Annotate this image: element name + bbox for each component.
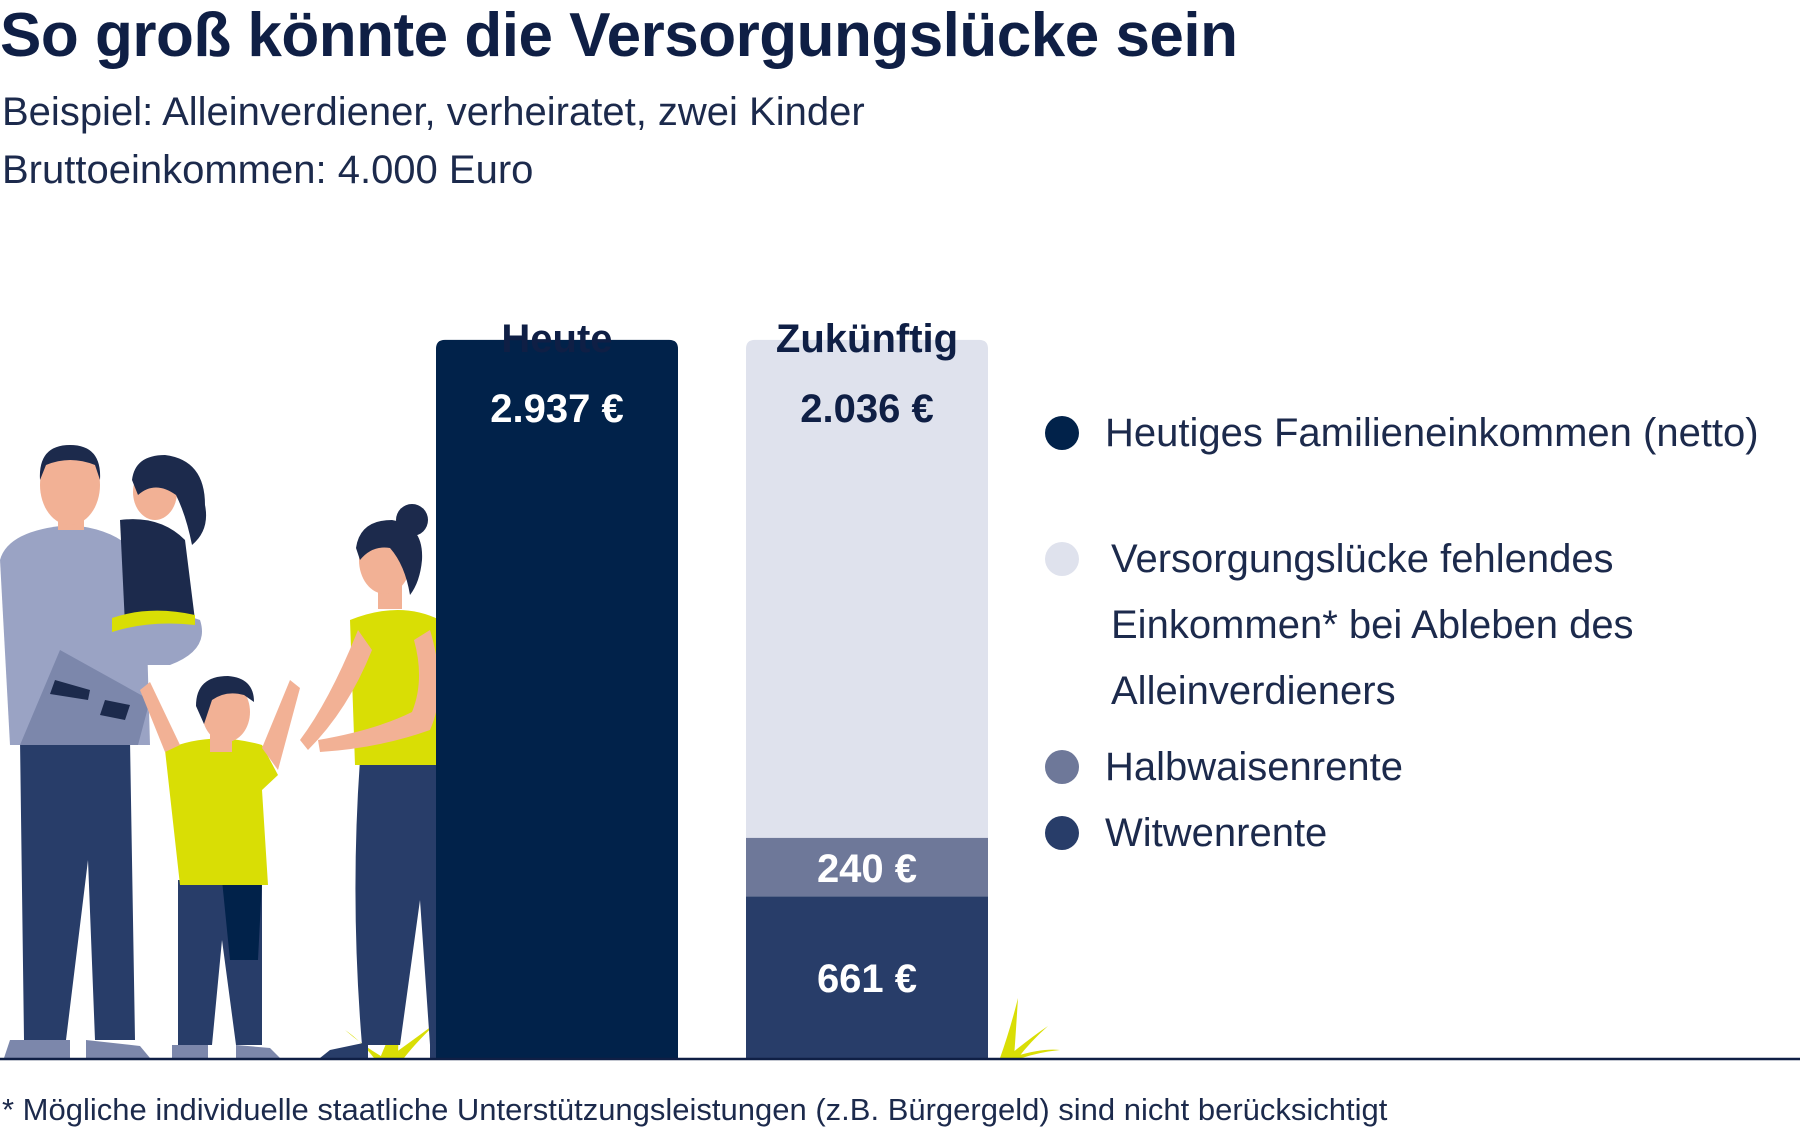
legend-label: Witwenrente [1105,811,1328,855]
legend-label: Alleinverdieners [1111,669,1396,713]
legend-swatch [1045,816,1079,850]
value-label-zuk-nftig-halbwaisenrente: 240 € [817,847,917,891]
grass-tuft-right [1000,998,1060,1058]
chart-subtitle-line-2: Bruttoeinkommen: 4.000 Euro [2,148,534,192]
footnote: * Mögliche individuelle staatliche Unter… [2,1092,1388,1127]
bar-heute-heutiges-familieneinkommen-net [436,339,678,1058]
category-label-heute: Heute [501,317,612,361]
legend-label: Einkommen* bei Ableben des [1111,603,1634,647]
legend-label: Halbwaisenrente [1105,745,1403,789]
value-label-heute-heutiges-familieneinkommen-net: 2.937 € [490,387,623,431]
legend-swatch [1045,750,1079,784]
bars-layer [436,339,988,1058]
category-labels-layer: Heute Zukünftig [501,317,958,361]
value-label-zuk-nftig-witwenrente: 661 € [817,957,917,1001]
value-label-zuk-nftig-versorgungsl-cke-fehlendes-ein: 2.036 € [800,387,933,431]
legend-label: Heutiges Familieneinkommen (netto) [1105,411,1759,455]
category-label-zuk-nftig: Zukünftig [776,317,958,361]
boy-figure [140,676,300,1058]
value-labels-layer: 2.937 € 661 € 240 € 2.036 € [490,387,933,1001]
bar-zuk-nftig-versorgungsl-cke-fehlendes-ein [746,339,988,838]
legend-swatch [1045,542,1079,576]
bar-zuk-nftig-witwenrente [746,896,988,1058]
legend-swatch [1045,416,1079,450]
chart-subtitle-line-1: Beispiel: Alleinverdiener, verheiratet, … [2,90,865,134]
legend-label: Versorgungslücke fehlendes [1111,537,1614,581]
father-figure [0,445,150,1058]
bar-zuk-nftig-halbwaisenrente [746,837,988,897]
girl-figure [50,455,207,720]
chart-title: So groß könnte die Versorgungslücke sein [0,1,1238,70]
